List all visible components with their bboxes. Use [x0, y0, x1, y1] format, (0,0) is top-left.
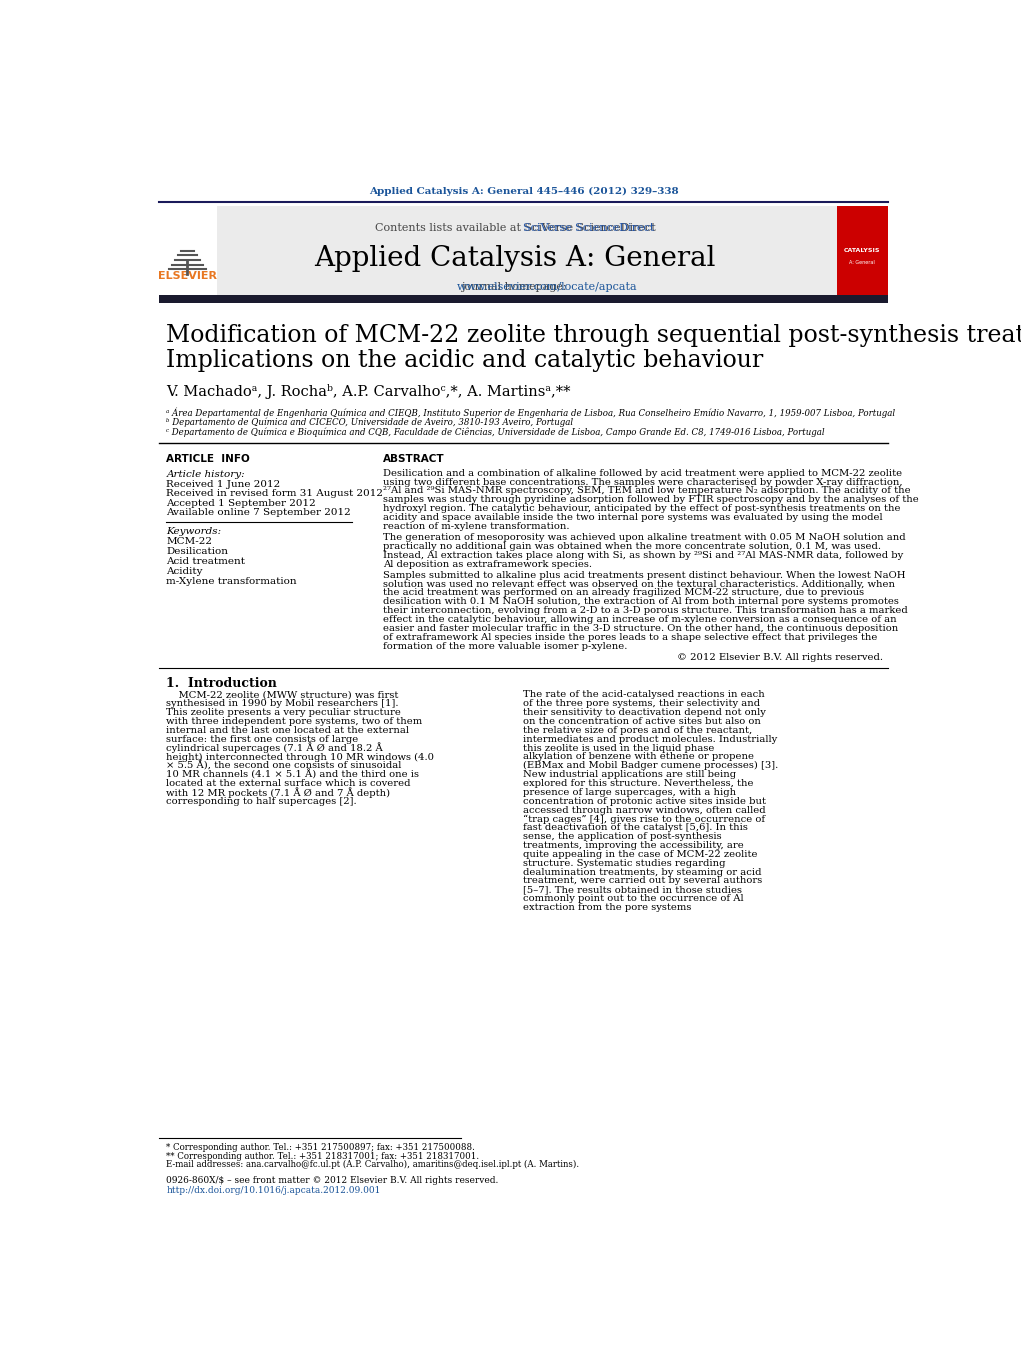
Text: Acidity: Acidity: [166, 567, 203, 577]
Text: of extraframework Al species inside the pores leads to a shape selective effect : of extraframework Al species inside the …: [383, 632, 878, 642]
Text: MCM-22: MCM-22: [166, 538, 212, 546]
Text: Applied Catalysis A: General 445–446 (2012) 329–338: Applied Catalysis A: General 445–446 (20…: [369, 186, 679, 196]
Text: height) interconnected through 10 MR windows (4.0: height) interconnected through 10 MR win…: [166, 753, 434, 762]
Text: desilication with 0.1 M NaOH solution, the extraction of Al from both internal p: desilication with 0.1 M NaOH solution, t…: [383, 597, 900, 607]
Text: treatment, were carried out by several authors: treatment, were carried out by several a…: [523, 877, 762, 885]
Text: their interconnection, evolving from a 2-D to a 3-D porous structure. This trans: their interconnection, evolving from a 2…: [383, 607, 908, 615]
FancyBboxPatch shape: [158, 296, 888, 303]
Text: using two different base concentrations. The samples were characterised by powde: using two different base concentrations.…: [383, 477, 903, 486]
Text: Applied Catalysis A: General: Applied Catalysis A: General: [314, 245, 716, 272]
Text: ELSEVIER: ELSEVIER: [158, 272, 216, 281]
Text: sense, the application of post-synthesis: sense, the application of post-synthesis: [523, 832, 722, 842]
Text: treatments, improving the accessibility, are: treatments, improving the accessibility,…: [523, 840, 743, 850]
Text: Accepted 1 September 2012: Accepted 1 September 2012: [166, 499, 317, 508]
Text: Received in revised form 31 August 2012: Received in revised form 31 August 2012: [166, 489, 383, 499]
Text: this zeolite is used in the liquid phase: this zeolite is used in the liquid phase: [523, 743, 715, 753]
Text: Desilication: Desilication: [166, 547, 229, 557]
Text: effect in the catalytic behaviour, allowing an increase of m-xylene conversion a: effect in the catalytic behaviour, allow…: [383, 615, 897, 624]
Text: of the three pore systems, their selectivity and: of the three pore systems, their selecti…: [523, 700, 760, 708]
Text: ABSTRACT: ABSTRACT: [383, 454, 445, 463]
FancyBboxPatch shape: [158, 205, 216, 297]
Text: easier and faster molecular traffic in the 3-D structure. On the other hand, the: easier and faster molecular traffic in t…: [383, 624, 898, 632]
Text: the acid treatment was performed on an already fragilized MCM-22 structure, due : the acid treatment was performed on an a…: [383, 589, 865, 597]
Text: MCM-22 zeolite (MWW structure) was first: MCM-22 zeolite (MWW structure) was first: [166, 690, 399, 700]
Text: alkylation of benzene with ethene or propene: alkylation of benzene with ethene or pro…: [523, 753, 753, 762]
Text: hydroxyl region. The catalytic behaviour, anticipated by the effect of post-synt: hydroxyl region. The catalytic behaviour…: [383, 504, 901, 513]
Text: with 12 MR pockets (7.1 Å Ø and 7 Å depth): with 12 MR pockets (7.1 Å Ø and 7 Å dept…: [166, 788, 390, 797]
Text: Received 1 June 2012: Received 1 June 2012: [166, 480, 281, 489]
Text: 1.  Introduction: 1. Introduction: [166, 677, 278, 690]
Text: (EBMax and Mobil Badger cumene processes) [3].: (EBMax and Mobil Badger cumene processes…: [523, 761, 778, 770]
Text: © 2012 Elsevier B.V. All rights reserved.: © 2012 Elsevier B.V. All rights reserved…: [677, 653, 883, 662]
Text: cylindrical supercages (7.1 Å Ø and 18.2 Å: cylindrical supercages (7.1 Å Ø and 18.2…: [166, 743, 383, 754]
Text: Contents lists available at SciVerse ScienceDirect: Contents lists available at SciVerse Sci…: [375, 223, 655, 232]
Text: × 5.5 Å), the second one consists of sinusoidal: × 5.5 Å), the second one consists of sin…: [166, 761, 401, 771]
Text: intermediates and product molecules. Industrially: intermediates and product molecules. Ind…: [523, 735, 777, 744]
Text: explored for this structure. Nevertheless, the: explored for this structure. Nevertheles…: [523, 780, 753, 788]
Text: The rate of the acid-catalysed reactions in each: The rate of the acid-catalysed reactions…: [523, 690, 765, 700]
Text: New industrial applications are still being: New industrial applications are still be…: [523, 770, 736, 780]
Text: Available online 7 September 2012: Available online 7 September 2012: [166, 508, 351, 517]
Text: ** Corresponding author. Tel.: +351 218317001; fax: +351 218317001.: ** Corresponding author. Tel.: +351 2183…: [166, 1151, 480, 1161]
Text: Article history:: Article history:: [166, 470, 245, 480]
Text: V. Machadoᵃ, J. Rochaᵇ, A.P. Carvalhoᶜ,*, A. Martinsᵃ,**: V. Machadoᵃ, J. Rochaᵇ, A.P. Carvalhoᶜ,*…: [166, 384, 571, 399]
Text: with three independent pore systems, two of them: with three independent pore systems, two…: [166, 717, 423, 725]
Text: Modification of MCM-22 zeolite through sequential post-synthesis treatments.: Modification of MCM-22 zeolite through s…: [166, 324, 1021, 347]
Text: Implications on the acidic and catalytic behaviour: Implications on the acidic and catalytic…: [166, 350, 764, 373]
Text: quite appealing in the case of MCM-22 zeolite: quite appealing in the case of MCM-22 ze…: [523, 850, 758, 859]
Text: located at the external surface which is covered: located at the external surface which is…: [166, 780, 410, 788]
Text: their sensitivity to deactivation depend not only: their sensitivity to deactivation depend…: [523, 708, 766, 717]
Text: Desilication and a combination of alkaline followed by acid treatment were appli: Desilication and a combination of alkali…: [383, 469, 903, 478]
Text: ARTICLE  INFO: ARTICLE INFO: [166, 454, 250, 463]
Text: Keywords:: Keywords:: [166, 527, 222, 536]
Text: the relative size of pores and of the reactant,: the relative size of pores and of the re…: [523, 725, 752, 735]
Text: 10 MR channels (4.1 × 5.1 Å) and the third one is: 10 MR channels (4.1 × 5.1 Å) and the thi…: [166, 770, 420, 780]
Text: ᶜ Departamento de Química e Bioquímica and CQB, Faculdade de Ciências, Universid: ᶜ Departamento de Química e Bioquímica a…: [166, 428, 825, 438]
Text: 0926-860X/$ – see front matter © 2012 Elsevier B.V. All rights reserved.: 0926-860X/$ – see front matter © 2012 El…: [166, 1177, 498, 1185]
Text: journal homepage:: journal homepage:: [460, 282, 570, 292]
Text: extraction from the pore systems: extraction from the pore systems: [523, 902, 691, 912]
Text: The generation of mesoporosity was achieved upon alkaline treatment with 0.05 M : The generation of mesoporosity was achie…: [383, 534, 906, 542]
FancyBboxPatch shape: [216, 205, 837, 297]
Text: * Corresponding author. Tel.: +351 217500897; fax: +351 217500088.: * Corresponding author. Tel.: +351 21750…: [166, 1143, 475, 1152]
Text: concentration of protonic active sites inside but: concentration of protonic active sites i…: [523, 797, 766, 805]
Text: corresponding to half supercages [2].: corresponding to half supercages [2].: [166, 797, 357, 805]
Text: www.elsevier.com/locate/apcata: www.elsevier.com/locate/apcata: [394, 282, 636, 292]
Text: E-mail addresses: ana.carvalho@fc.ul.pt (A.P. Carvalho), amaritins@deq.isel.ipl.: E-mail addresses: ana.carvalho@fc.ul.pt …: [166, 1161, 580, 1169]
Text: ²⁷Al and ²⁹Si MAS-NMR spectroscopy, SEM, TEM and low temperature N₂ adsorption. : ²⁷Al and ²⁹Si MAS-NMR spectroscopy, SEM,…: [383, 486, 911, 496]
Text: ᵇ Departamento de Química and CICECO, Universidade de Aveiro, 3810-193 Aveiro, P: ᵇ Departamento de Química and CICECO, Un…: [166, 417, 574, 427]
Text: [5–7]. The results obtained in those studies: [5–7]. The results obtained in those stu…: [523, 885, 742, 894]
Text: A: General: A: General: [849, 259, 875, 265]
Text: internal and the last one located at the external: internal and the last one located at the…: [166, 725, 409, 735]
Text: formation of the more valuable isomer p-xylene.: formation of the more valuable isomer p-…: [383, 642, 628, 651]
Text: presence of large supercages, with a high: presence of large supercages, with a hig…: [523, 788, 736, 797]
Text: Instead, Al extraction takes place along with Si, as shown by ²⁹Si and ²⁷Al MAS-: Instead, Al extraction takes place along…: [383, 551, 904, 559]
Text: accessed through narrow windows, often called: accessed through narrow windows, often c…: [523, 805, 766, 815]
Text: m-Xylene transformation: m-Xylene transformation: [166, 577, 297, 586]
Text: fast deactivation of the catalyst [5,6]. In this: fast deactivation of the catalyst [5,6].…: [523, 823, 747, 832]
Text: practically no additional gain was obtained when the more concentrate solution, : practically no additional gain was obtai…: [383, 542, 881, 551]
Text: dealumination treatments, by steaming or acid: dealumination treatments, by steaming or…: [523, 867, 762, 877]
Text: Al deposition as extraframework species.: Al deposition as extraframework species.: [383, 559, 592, 569]
Text: Acid treatment: Acid treatment: [166, 557, 245, 566]
Text: CATALYSIS: CATALYSIS: [844, 249, 880, 253]
Text: http://dx.doi.org/10.1016/j.apcata.2012.09.001: http://dx.doi.org/10.1016/j.apcata.2012.…: [166, 1186, 381, 1196]
Text: “trap cages” [4], gives rise to the occurrence of: “trap cages” [4], gives rise to the occu…: [523, 815, 765, 824]
Text: samples was study through pyridine adsorption followed by FTIR spectroscopy and : samples was study through pyridine adsor…: [383, 496, 919, 504]
Text: structure. Systematic studies regarding: structure. Systematic studies regarding: [523, 859, 725, 867]
Text: reaction of m-xylene transformation.: reaction of m-xylene transformation.: [383, 521, 570, 531]
Text: ᵃ Área Departamental de Engenharia Química and CIEQB, Instituto Superior de Enge: ᵃ Área Departamental de Engenharia Quími…: [166, 407, 895, 417]
Text: on the concentration of active sites but also on: on the concentration of active sites but…: [523, 717, 761, 725]
Text: commonly point out to the occurrence of Al: commonly point out to the occurrence of …: [523, 894, 743, 902]
Text: synthesised in 1990 by Mobil researchers [1].: synthesised in 1990 by Mobil researchers…: [166, 700, 399, 708]
Text: Samples submitted to alkaline plus acid treatments present distinct behaviour. W: Samples submitted to alkaline plus acid …: [383, 570, 906, 580]
Text: acidity and space available inside the two internal pore systems was evaluated b: acidity and space available inside the t…: [383, 513, 883, 521]
Text: This zeolite presents a very peculiar structure: This zeolite presents a very peculiar st…: [166, 708, 401, 717]
Text: surface: the first one consists of large: surface: the first one consists of large: [166, 735, 358, 744]
FancyBboxPatch shape: [837, 205, 888, 297]
Text: solution was used no relevant effect was observed on the textural characteristic: solution was used no relevant effect was…: [383, 580, 895, 589]
Text: SciVerse ScienceDirect: SciVerse ScienceDirect: [376, 223, 654, 232]
